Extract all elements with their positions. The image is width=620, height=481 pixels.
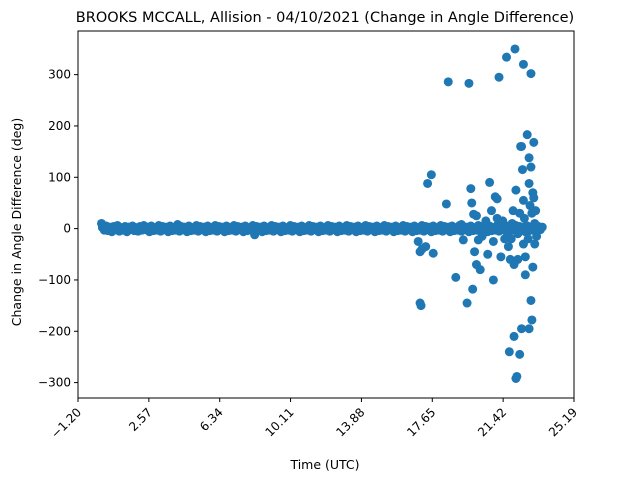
data-point [494, 72, 504, 82]
y-tick-label: 300 [48, 68, 71, 82]
data-point [500, 234, 510, 244]
data-point [537, 222, 547, 232]
data-point [518, 165, 527, 175]
data-point [413, 236, 423, 246]
data-point [485, 177, 495, 187]
data-point [423, 178, 433, 188]
plot-area [77, 30, 575, 399]
y-tick-label: 100 [48, 170, 71, 184]
data-point [477, 231, 487, 241]
data-point [464, 78, 474, 88]
data-point [517, 324, 527, 334]
data-point [520, 270, 530, 280]
x-tick-label: 21.42 [475, 405, 509, 439]
data-point [517, 141, 527, 151]
x-tick-label: 25.19 [546, 405, 580, 439]
x-tick-label: 17.65 [404, 405, 438, 439]
data-point [481, 216, 491, 226]
data-point [531, 206, 541, 216]
data-point [488, 236, 498, 246]
data-point [526, 69, 536, 79]
y-tick-label: −200 [38, 324, 71, 338]
x-tick-label: −1.20 [48, 405, 84, 441]
data-point [520, 252, 530, 262]
x-tick-label: 10.11 [262, 405, 296, 439]
data-point [483, 249, 493, 259]
data-point [530, 239, 540, 249]
data-point [443, 77, 453, 87]
data-point [467, 198, 477, 208]
data-point [496, 252, 506, 262]
data-point [511, 185, 521, 195]
y-axis-label: Change in Angle Difference (deg) [9, 118, 24, 326]
data-point [527, 315, 537, 325]
data-point [515, 349, 525, 359]
data-point [532, 231, 542, 241]
y-tick-label: −300 [38, 376, 71, 390]
data-point [518, 195, 528, 205]
data-point [530, 218, 540, 228]
data-point [470, 247, 480, 257]
data-point [526, 295, 536, 305]
data-points [96, 44, 547, 383]
data-point [451, 272, 461, 282]
y-tick-label: 0 [63, 222, 71, 236]
data-point [486, 206, 496, 216]
data-point [504, 347, 514, 357]
data-point [416, 301, 426, 311]
data-point [426, 170, 436, 180]
data-point [458, 235, 468, 245]
data-point [441, 199, 451, 209]
data-point [519, 213, 529, 223]
data-point [492, 194, 502, 204]
data-point [524, 324, 534, 334]
data-point [524, 178, 534, 188]
data-point [522, 221, 532, 231]
data-point [462, 298, 472, 308]
data-point [513, 254, 523, 264]
x-axis-label: Time (UTC) [289, 457, 359, 472]
data-point [506, 234, 516, 244]
data-point [526, 162, 536, 172]
x-axis-ticks: −1.20 2.57 6.34 10.11 13.88 17.65 21.42 25.19 [48, 398, 580, 441]
y-tick-label: 200 [48, 119, 71, 133]
data-point [456, 220, 466, 230]
data-point [523, 234, 533, 244]
data-point [488, 275, 498, 285]
data-point [510, 44, 520, 54]
data-point [528, 262, 538, 272]
y-axis-ticks: −300 −200 −100 0 100 200 300 [38, 68, 78, 390]
data-point [507, 218, 517, 228]
data-point [502, 52, 512, 62]
data-point [529, 193, 539, 203]
data-point [524, 153, 534, 163]
x-tick-label: 6.34 [197, 405, 226, 434]
data-point [518, 59, 528, 69]
x-tick-label: 2.57 [126, 405, 155, 434]
data-point [475, 265, 485, 275]
data-point [509, 331, 519, 341]
y-tick-label: −100 [38, 273, 71, 287]
data-point [503, 242, 513, 252]
data-point [513, 229, 523, 239]
data-point [428, 248, 438, 258]
data-point [512, 371, 522, 381]
x-tick-label: 13.88 [333, 405, 367, 439]
data-point [466, 184, 476, 194]
data-point [468, 284, 478, 294]
data-point [421, 242, 431, 252]
data-point [522, 130, 532, 140]
data-point [529, 137, 539, 147]
chart-title: BROOKS MCCALL, Allision - 04/10/2021 (Ch… [76, 10, 574, 26]
data-point [498, 216, 508, 226]
data-point [471, 211, 481, 221]
